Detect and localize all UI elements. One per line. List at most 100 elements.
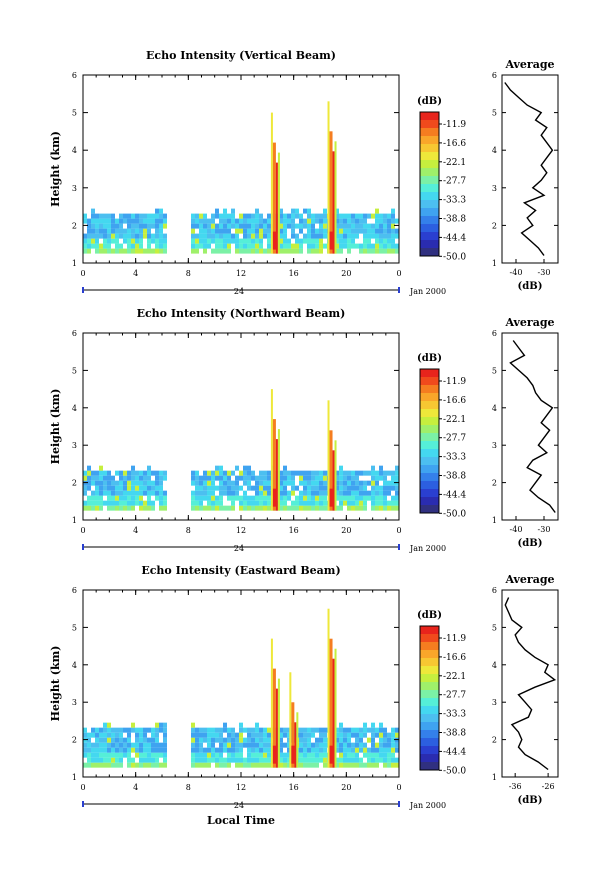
heatmap-cell — [255, 480, 259, 486]
colorbar-tick-label: -27.7 — [443, 177, 466, 187]
heatmap-cell — [319, 475, 323, 481]
heatmap-cell — [115, 248, 119, 254]
colorbar-swatch — [420, 714, 439, 723]
heatmap-cell — [259, 470, 263, 476]
heatmap-cell — [211, 470, 215, 476]
heatmap-cell — [111, 233, 115, 239]
heatmap-cell — [319, 495, 323, 501]
heatmap-cell — [139, 480, 143, 486]
heatmap-cell — [115, 495, 119, 501]
heatmap-cell — [267, 223, 271, 229]
heatmap-cell — [95, 485, 99, 491]
heatmap-cell — [195, 470, 199, 476]
colorbar-tick-label: -33.3 — [443, 196, 466, 206]
heatmap-cell — [255, 762, 259, 768]
heatmap-cell — [303, 762, 307, 768]
heatmap-cell — [259, 213, 263, 219]
heatmap-cell — [99, 732, 103, 738]
heatmap-cell — [163, 752, 167, 758]
heatmap-cell — [139, 762, 143, 768]
heatmap-cell — [111, 727, 115, 733]
heatmap-cell — [119, 752, 123, 758]
colorbar-swatch — [420, 722, 439, 731]
heatmap-cell — [351, 727, 355, 733]
heatmap-cell — [243, 505, 247, 511]
heatmap-cell — [259, 737, 263, 743]
heatmap-cell — [223, 238, 227, 244]
heatmap-cell — [323, 223, 327, 229]
heatmap-cell — [315, 757, 319, 763]
heatmap-cell — [371, 747, 375, 753]
heatmap-cell — [223, 475, 227, 481]
heatmap-cell — [199, 757, 203, 763]
heatmap-cell — [395, 732, 399, 738]
x-tick-label: 4 — [133, 526, 138, 535]
heatmap-cell — [255, 495, 259, 501]
colorbar-swatch — [420, 385, 439, 394]
heatmap-cell — [135, 218, 139, 224]
colorbar-tick-label: -22.1 — [443, 415, 466, 425]
heatmap-cell — [347, 238, 351, 244]
heatmap-cell — [191, 233, 195, 239]
colorbar-tick-label: -11.9 — [443, 120, 466, 130]
heatmap-cell — [295, 470, 299, 476]
heatmap-cell — [95, 752, 99, 758]
heatmap-cell — [147, 248, 151, 254]
heatmap-cell — [371, 732, 375, 738]
heatmap-cell — [311, 243, 315, 249]
heatmap-cell — [303, 208, 307, 214]
heatmap-cell — [355, 495, 359, 501]
heatmap-cell — [199, 752, 203, 758]
heatmap-cell — [207, 495, 211, 501]
heatmap-cell — [83, 500, 87, 506]
heatmap-cell — [95, 747, 99, 753]
heatmap-cell — [339, 243, 343, 249]
avg-x-label: (dB) — [518, 538, 543, 549]
heatmap-cell — [343, 495, 347, 501]
avg-title: Average — [504, 58, 554, 71]
heatmap-cell — [291, 233, 295, 239]
heatmap-cell — [163, 737, 167, 743]
heatmap-cell — [255, 485, 259, 491]
heatmap-cell — [215, 747, 219, 753]
heatmap-cell — [223, 727, 227, 733]
heatmap-cell — [263, 480, 267, 486]
heatmap-cell — [307, 737, 311, 743]
avg-frame — [501, 332, 559, 521]
spike-3-base — [329, 745, 334, 764]
heatmap-cell — [291, 485, 295, 491]
heatmap-cell — [375, 248, 379, 254]
heatmap-cell — [283, 752, 287, 758]
heatmap-cell — [351, 747, 355, 753]
heatmap-cell — [279, 233, 283, 239]
heatmap-cell — [311, 238, 315, 244]
heatmap-cell — [99, 490, 103, 496]
heatmap-cell — [319, 732, 323, 738]
heatmap-cell — [247, 747, 251, 753]
heatmap-cell — [223, 228, 227, 234]
heatmap-cell — [95, 505, 99, 511]
heatmap-cell — [231, 742, 235, 748]
heatmap-cell — [259, 238, 263, 244]
heatmap-cell — [383, 223, 387, 229]
heatmap-cell — [383, 727, 387, 733]
heatmap-cell — [315, 495, 319, 501]
heatmap-cell — [303, 223, 307, 229]
heatmap-cell — [379, 475, 383, 481]
heatmap-cell — [163, 732, 167, 738]
heatmap-cell — [295, 485, 299, 491]
heatmap-cell — [243, 238, 247, 244]
heatmap-cell — [95, 228, 99, 234]
heatmap-cell — [383, 470, 387, 476]
heatmap-cell — [211, 742, 215, 748]
heatmap-cell — [395, 480, 399, 486]
heatmap-cell — [231, 747, 235, 753]
heatmap-cell — [367, 213, 371, 219]
heatmap-cell — [139, 747, 143, 753]
heatmap-cell — [235, 238, 239, 244]
heatmap-cell — [199, 737, 203, 743]
heatmap-cell — [139, 500, 143, 506]
heatmap-cell — [135, 742, 139, 748]
colorbar-swatch — [420, 208, 439, 217]
heatmap-cell — [227, 480, 231, 486]
